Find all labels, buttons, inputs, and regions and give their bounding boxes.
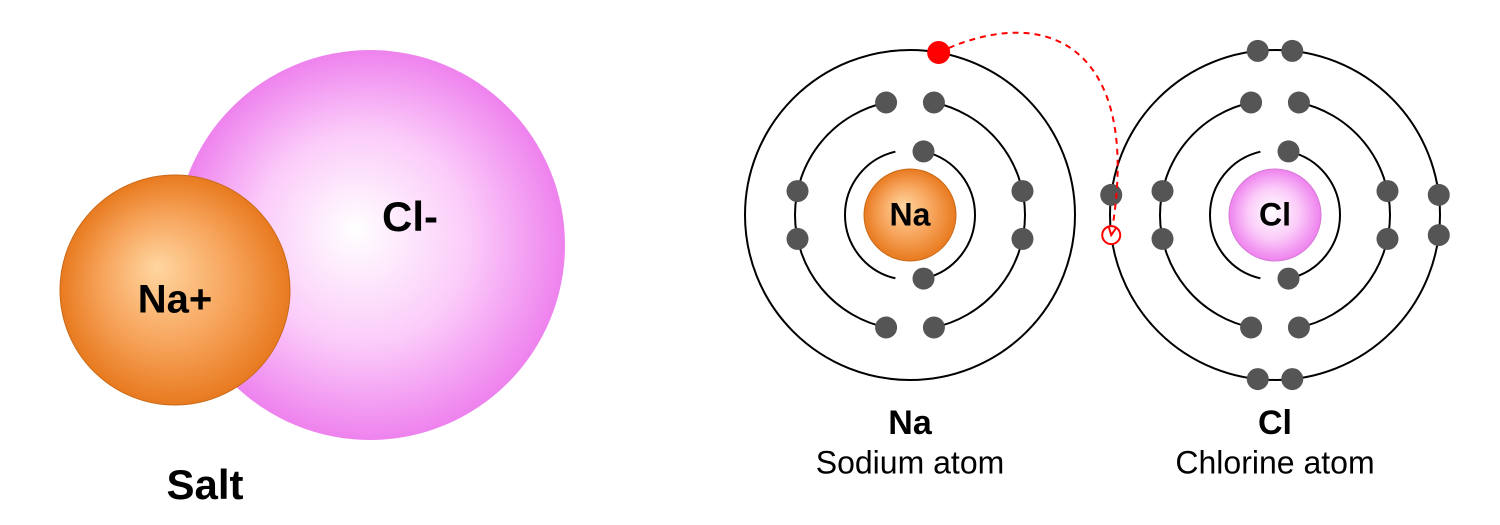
electron (1247, 368, 1269, 390)
salt-caption: Salt (166, 461, 243, 508)
chlorine-atom: ClClChlorine atom (1100, 40, 1450, 481)
electron (787, 180, 809, 202)
electron (1011, 180, 1033, 202)
electron (923, 316, 945, 338)
electron (1288, 316, 1310, 338)
sodium-atom: NaNaSodium atom (745, 42, 1075, 481)
electron (875, 316, 897, 338)
electron (1376, 180, 1398, 202)
ionic-bond-diagram: Cl-Na+SaltNaNaSodium atomClClChlorine at… (0, 0, 1500, 525)
sodium-nucleus-label: Na (890, 196, 931, 232)
electron (913, 140, 935, 162)
electron (787, 228, 809, 250)
chlorine-nucleus-label: Cl (1259, 196, 1291, 232)
electron (875, 92, 897, 114)
sodium-name-label: Sodium atom (816, 444, 1005, 480)
electron (1376, 228, 1398, 250)
sodium-symbol-label: Na (888, 404, 933, 442)
chloride-ion-label: Cl- (382, 193, 438, 240)
chlorine-name-label: Chlorine atom (1175, 444, 1374, 480)
electron (1100, 184, 1122, 206)
electron (913, 268, 935, 290)
chlorine-symbol-label: Cl (1258, 404, 1292, 442)
electron (1011, 228, 1033, 250)
electron (1247, 40, 1269, 62)
electron (1281, 368, 1303, 390)
salt-compound: Cl- Na+ Salt (60, 50, 565, 508)
bohr-models: NaNaSodium atomClClChlorine atom (745, 33, 1450, 481)
electron (1288, 92, 1310, 114)
electron (1281, 40, 1303, 62)
electron (1428, 224, 1450, 246)
electron (1240, 92, 1262, 114)
electron (1278, 140, 1300, 162)
electron (1240, 316, 1262, 338)
sodium-ion-label: Na+ (138, 278, 213, 322)
electron (1152, 180, 1174, 202)
electron (1278, 268, 1300, 290)
electron (1428, 184, 1450, 206)
electron (923, 92, 945, 114)
electron (1152, 228, 1174, 250)
